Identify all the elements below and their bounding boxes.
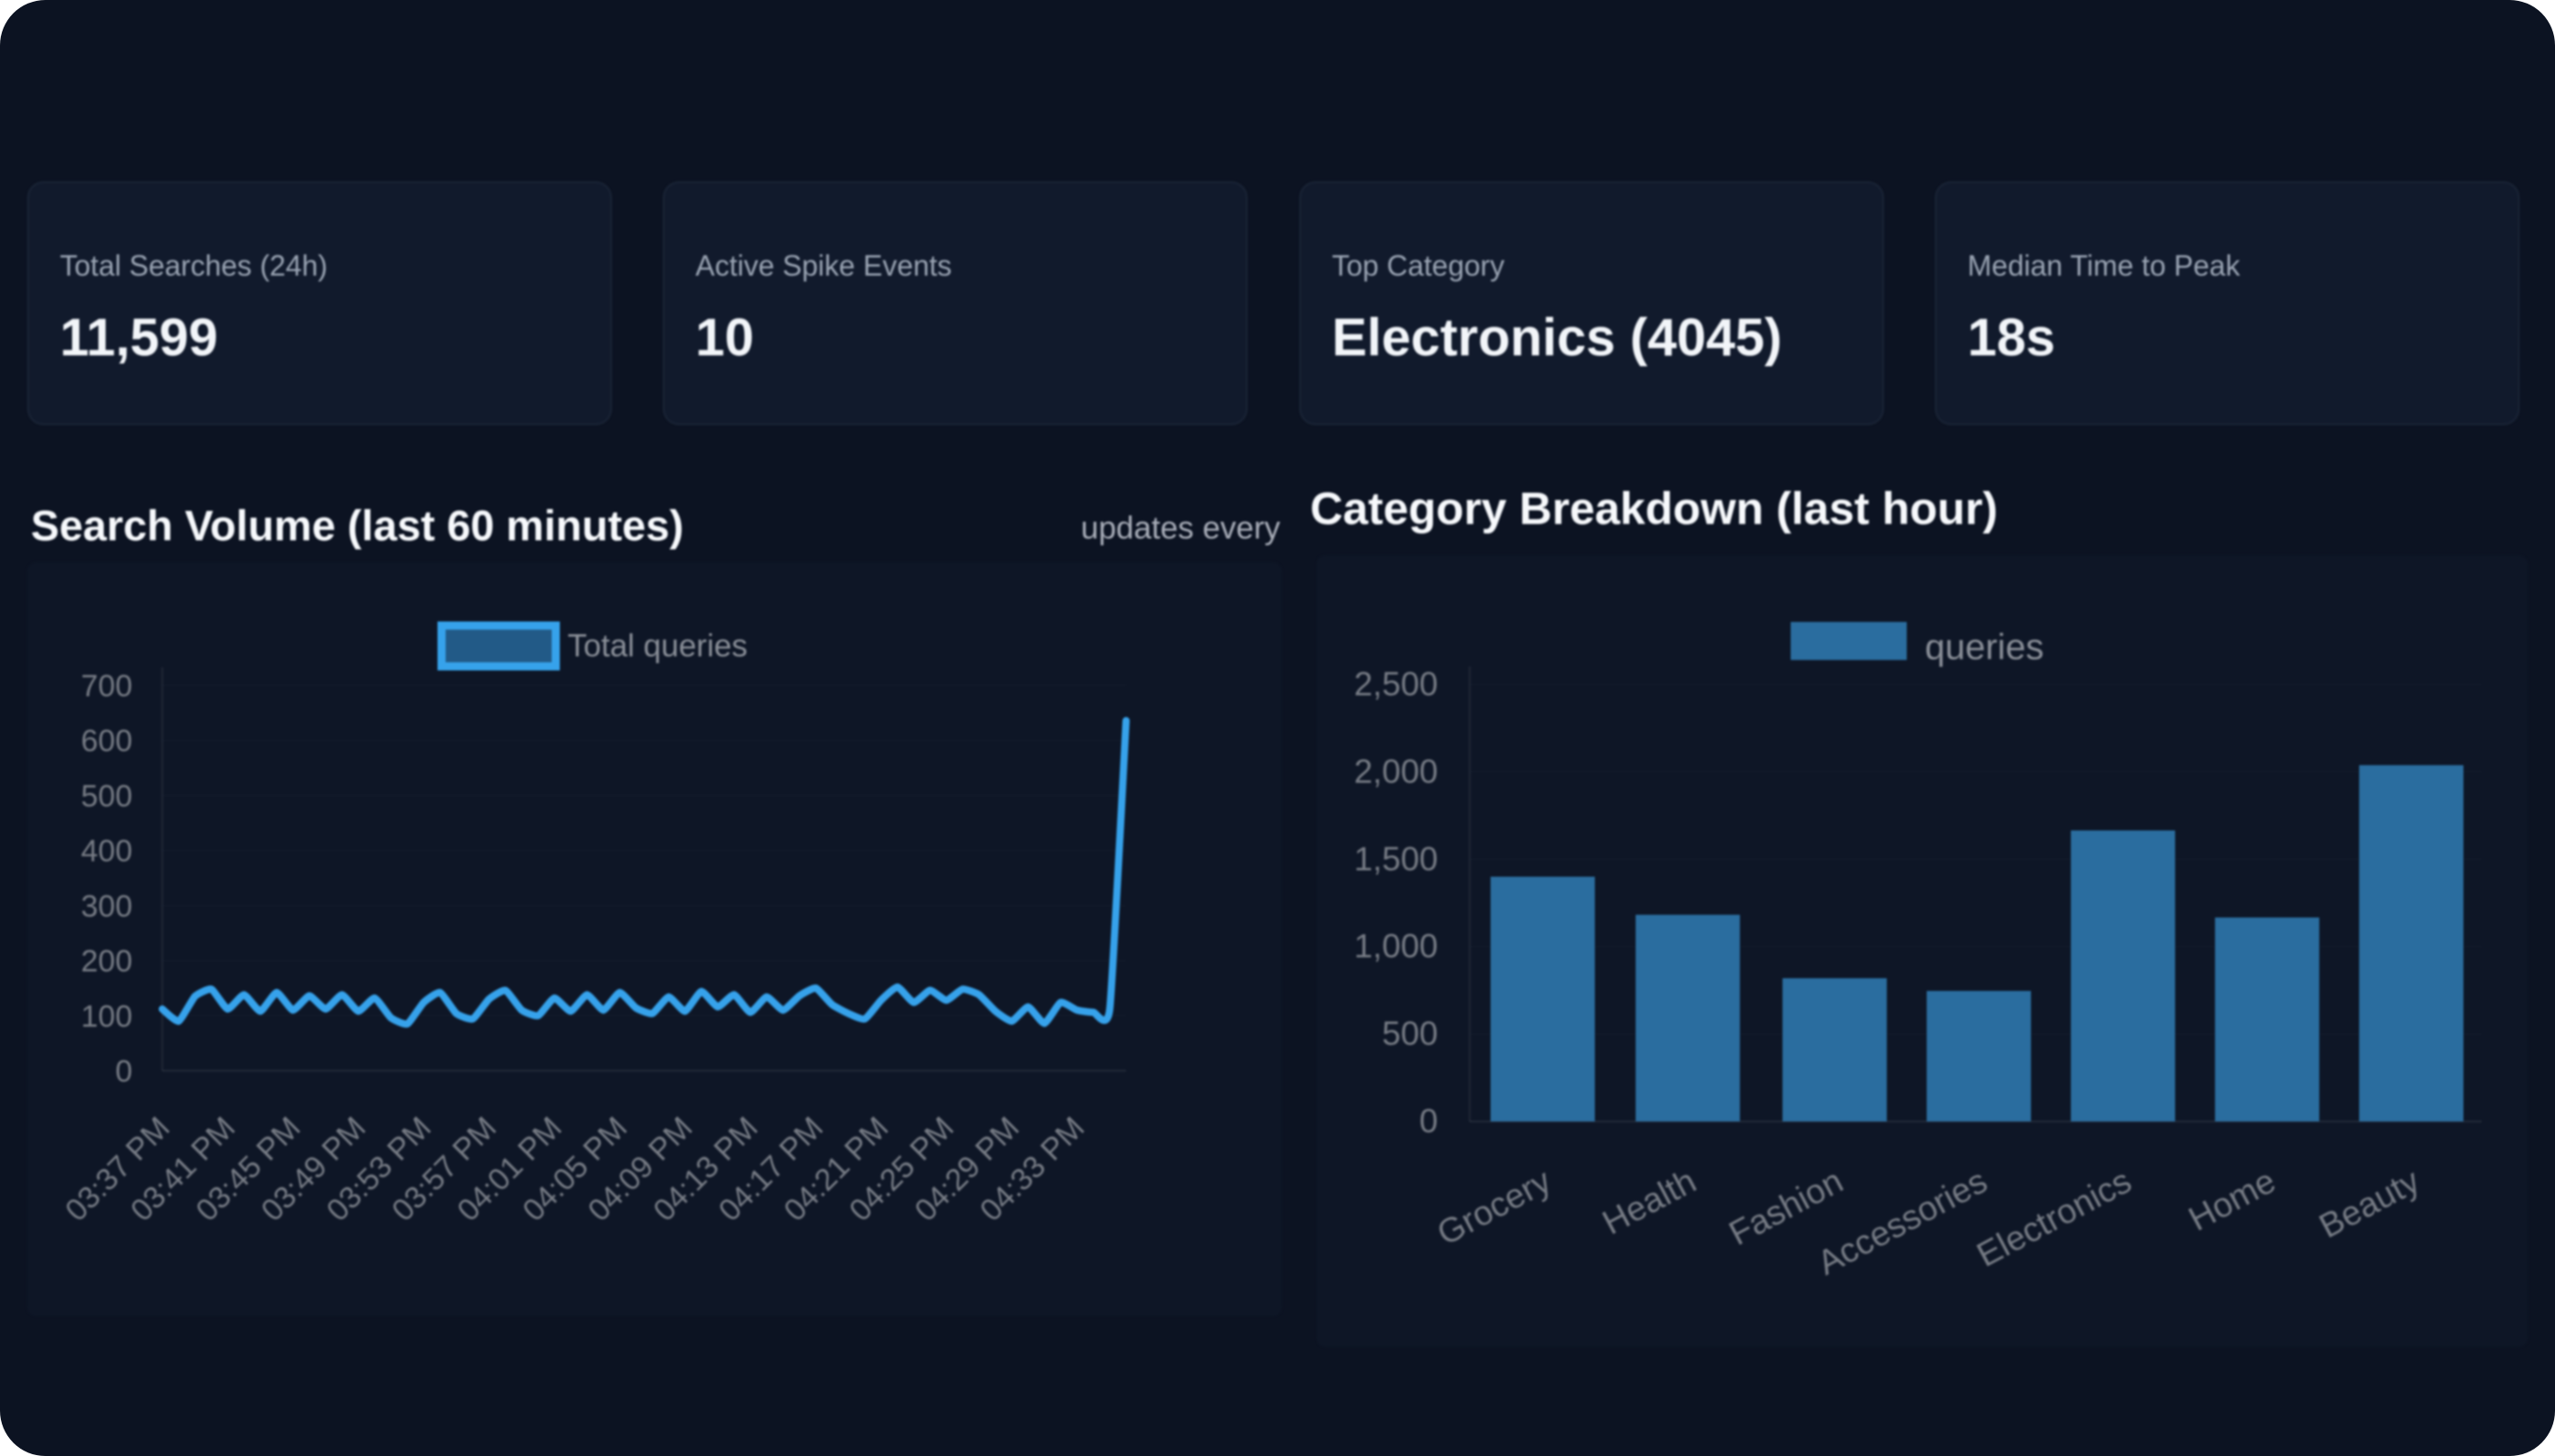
svg-text:Total queries: Total queries — [568, 628, 747, 664]
svg-text:500: 500 — [1382, 1015, 1438, 1053]
svg-text:1,500: 1,500 — [1354, 840, 1438, 878]
svg-text:100: 100 — [81, 999, 132, 1034]
svg-text:1,000: 1,000 — [1354, 927, 1438, 965]
svg-text:200: 200 — [81, 945, 132, 979]
svg-text:600: 600 — [81, 724, 132, 759]
svg-text:300: 300 — [81, 889, 132, 924]
svg-text:queries: queries — [1925, 627, 2044, 667]
svg-text:500: 500 — [81, 780, 132, 814]
svg-text:400: 400 — [81, 834, 132, 869]
svg-text:2,500: 2,500 — [1354, 665, 1438, 703]
svg-text:0: 0 — [115, 1054, 132, 1089]
svg-text:2,000: 2,000 — [1354, 752, 1438, 790]
svg-text:700: 700 — [81, 669, 132, 704]
svg-text:0: 0 — [1419, 1102, 1438, 1140]
